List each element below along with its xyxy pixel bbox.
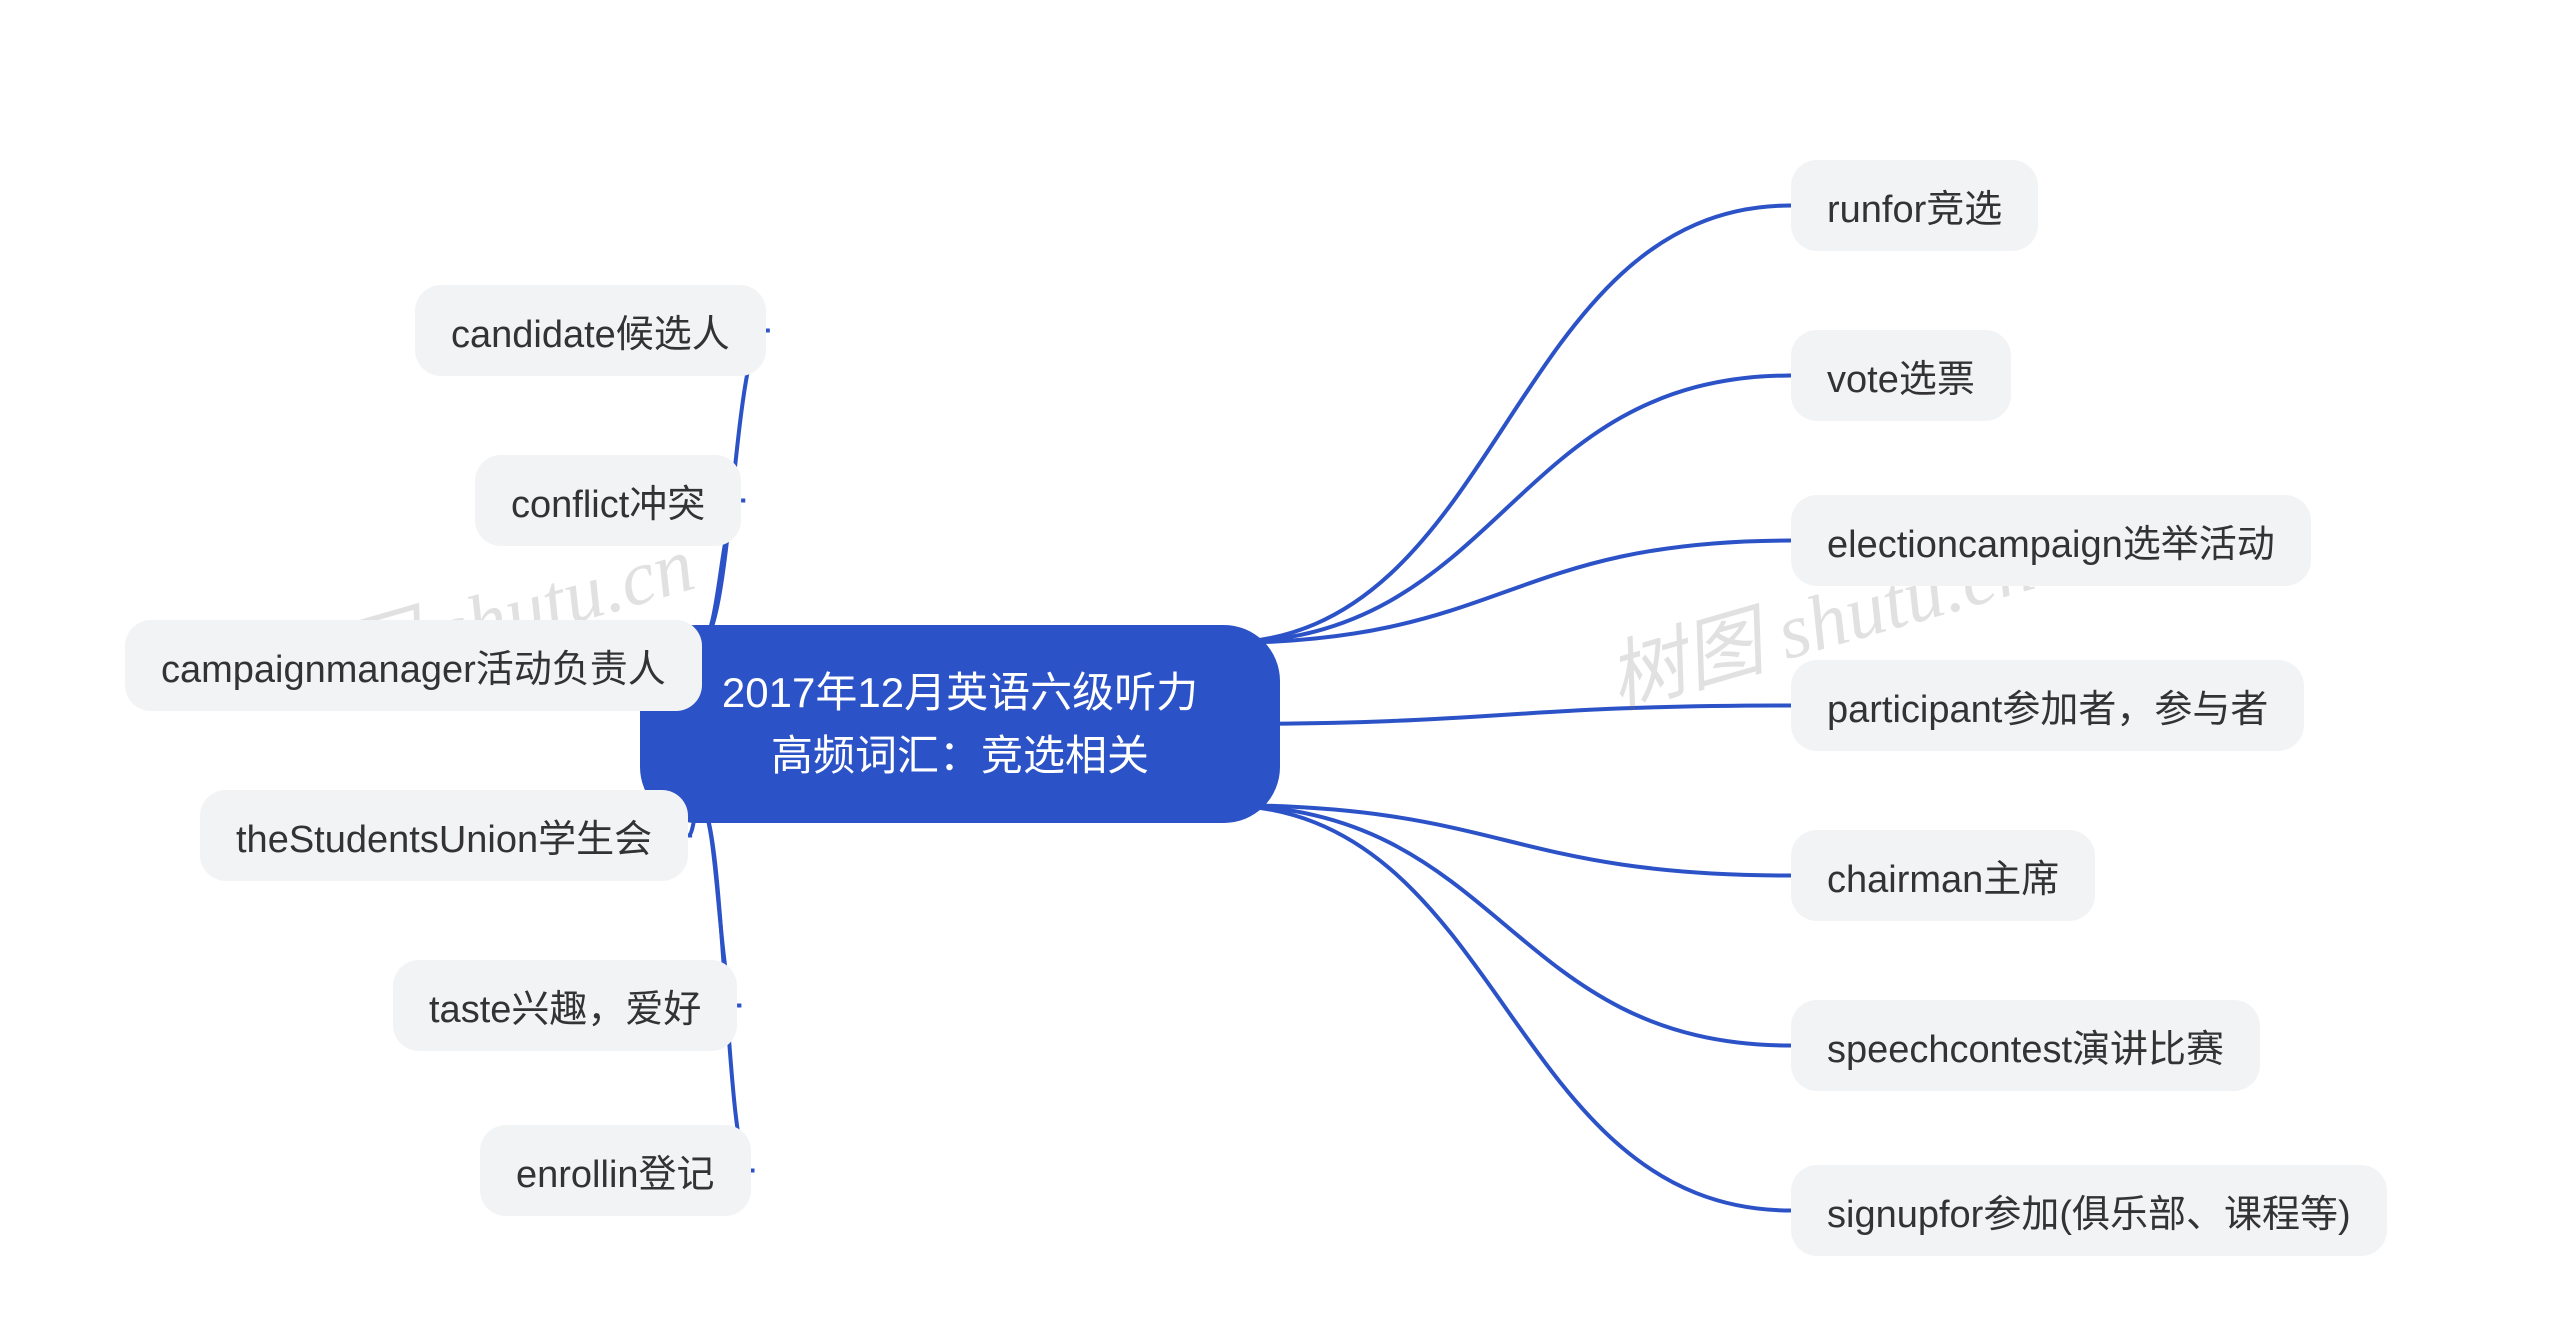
leaf-node: vote选票 — [1791, 330, 2011, 421]
leaf-label: speechcontest演讲比赛 — [1827, 1029, 2224, 1071]
leaf-node: speechcontest演讲比赛 — [1791, 1000, 2260, 1091]
leaf-node: candidate候选人 — [415, 285, 766, 376]
leaf-label: vote选票 — [1827, 359, 1975, 401]
leaf-label: participant参加者，参与者 — [1827, 689, 2268, 731]
leaf-node: signupfor参加(俱乐部、课程等) — [1791, 1165, 2387, 1256]
leaf-label: chairman主席 — [1827, 859, 2059, 901]
leaf-node: theStudentsUnion学生会 — [200, 790, 688, 881]
leaf-node: runfor竞选 — [1791, 160, 2038, 251]
leaf-label: runfor竞选 — [1827, 189, 2002, 231]
leaf-node: conflict冲突 — [475, 455, 741, 546]
leaf-node: participant参加者，参与者 — [1791, 660, 2304, 751]
leaf-label: conflict冲突 — [511, 484, 705, 526]
leaf-label: signupfor参加(俱乐部、课程等) — [1827, 1194, 2351, 1236]
center-node: 2017年12月英语六级听力 高频词汇：竞选相关 — [640, 625, 1280, 823]
center-line2: 高频词汇：竞选相关 — [702, 724, 1218, 787]
mindmap-canvas: 树图 shutu.cn 树图 shutu.cn 2017年12月英语六级听力 高… — [0, 0, 2560, 1343]
leaf-label: taste兴趣，爱好 — [429, 989, 701, 1031]
leaf-node: taste兴趣，爱好 — [393, 960, 737, 1051]
leaf-label: enrollin登记 — [516, 1154, 715, 1196]
leaf-label: theStudentsUnion学生会 — [236, 819, 652, 861]
leaf-node: electioncampaign选举活动 — [1791, 495, 2311, 586]
leaf-label: electioncampaign选举活动 — [1827, 524, 2275, 566]
leaf-label: candidate候选人 — [451, 314, 730, 356]
leaf-label: campaignmanager活动负责人 — [161, 649, 666, 691]
leaf-node: enrollin登记 — [480, 1125, 751, 1216]
center-line1: 2017年12月英语六级听力 — [702, 661, 1218, 724]
leaf-node: campaignmanager活动负责人 — [125, 620, 702, 711]
leaf-node: chairman主席 — [1791, 830, 2095, 921]
